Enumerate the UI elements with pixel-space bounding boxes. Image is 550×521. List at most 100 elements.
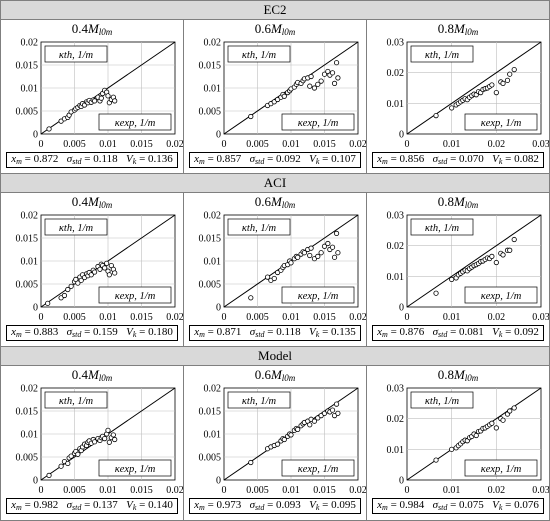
title-moment-subscript: l0m: [98, 373, 113, 383]
data-point: [102, 265, 108, 271]
y-tick-label: 0: [399, 303, 404, 314]
stat-std-value: = 0.159: [81, 325, 118, 338]
stat-cov-value: = 0.107: [319, 152, 356, 165]
y-label-box: [44, 391, 108, 409]
stat-cov-symbol: V: [309, 498, 316, 511]
y-tick-label: 0.01: [21, 430, 39, 441]
scatter-plot: 0 0.005 0.01 0.015 0.02 0 0.005 0.01 0.015 0.02 κt…: [199, 211, 367, 323]
stat-mean: xm = 0.982: [11, 497, 58, 516]
y-tick-label: 0.015: [16, 234, 39, 245]
data-point: [493, 259, 499, 266]
stat-std-subscript: std: [72, 329, 82, 339]
stat-std: σstd = 0.137: [67, 497, 118, 516]
y-tick-label: 0.02: [387, 68, 405, 79]
data-point: [248, 295, 254, 301]
stat-cov-subscript: k: [498, 502, 503, 512]
stat-std: σstd = 0.092: [250, 151, 301, 170]
y-tick-label: 0.01: [204, 257, 222, 268]
y-tick-label: 0.02: [204, 211, 222, 222]
data-point: [264, 274, 271, 280]
y-tick-label: 0.02: [21, 384, 39, 395]
stat-mean-symbol: x: [194, 152, 200, 165]
y-axis-label: κth, 1/m: [242, 223, 277, 234]
stat-mean-value: = 0.973: [204, 498, 242, 511]
data-point: [105, 93, 111, 99]
data-point: [511, 405, 517, 411]
x-tick-label: 0.015: [130, 139, 153, 150]
stat-std-symbol: σ: [249, 498, 255, 511]
data-point: [329, 244, 336, 250]
stat-cov-symbol: V: [492, 152, 499, 165]
x-tick-label: 0.01: [99, 312, 117, 323]
y-tick-label: 0.02: [21, 38, 39, 49]
data-point: [315, 81, 321, 87]
column-divider: [366, 193, 367, 347]
y-label-box: [44, 45, 108, 63]
stat-mean-symbol: x: [377, 152, 383, 165]
x-axis-label: κexp, 1/m: [298, 291, 339, 302]
x-tick-label: 0: [39, 312, 44, 323]
data-point: [507, 408, 513, 414]
data-point: [307, 83, 313, 89]
data-point: [271, 275, 277, 282]
title-moment-symbol: M: [453, 21, 465, 36]
stat-std-value: = 0.070: [447, 152, 484, 165]
y-axis-label: κth, 1/m: [59, 396, 94, 407]
x-tick-label: 0.03: [532, 485, 549, 496]
chart-title: 0.4Ml0m: [1, 193, 183, 211]
stat-std-value: = 0.137: [81, 498, 118, 511]
data-point: [61, 292, 68, 299]
x-tick-label: 0: [39, 139, 44, 150]
title-moment-subscript: l0m: [281, 200, 296, 210]
y-tick-label: 0: [33, 130, 38, 141]
x-tick-label: 0.005: [63, 139, 86, 150]
chart-title: 0.4Ml0m: [1, 20, 183, 38]
title-moment-symbol: M: [270, 367, 282, 382]
data-point: [112, 436, 118, 443]
stat-cov: Vk = 0.140: [126, 497, 173, 516]
y-axis-label: κth, 1/m: [242, 50, 277, 61]
x-tick-label: 0.02: [166, 139, 183, 150]
chart-title: 0.8Ml0m: [367, 366, 549, 384]
stat-mean-subscript: m: [199, 156, 205, 166]
x-tick-label: 0: [222, 312, 227, 323]
stat-std-value: = 0.118: [264, 325, 301, 338]
data-point: [511, 236, 517, 243]
stat-mean-value: = 0.856: [387, 152, 425, 165]
data-point: [45, 300, 51, 306]
stat-cov-value: = 0.140: [136, 498, 173, 511]
stat-cov-subscript: k: [315, 502, 320, 512]
stat-cov-value: = 0.092: [502, 325, 539, 338]
title-moment-symbol: M: [87, 194, 99, 209]
y-tick-label: 0.02: [387, 414, 405, 425]
x-tick-label: 0.01: [282, 139, 300, 150]
x-tick-label: 0: [222, 485, 227, 496]
title-moment-symbol: M: [87, 21, 99, 36]
stat-mean: xm = 0.883: [11, 324, 58, 343]
stat-mean-value: = 0.871: [204, 325, 242, 338]
stat-mean-subscript: m: [382, 329, 388, 339]
scatter-plot: 0 0.01 0.02 0.03 0 0.01 0.02 0.03 κth, 1/m κexp, …: [387, 211, 550, 323]
scatter-plot: 0 0.005 0.01 0.015 0.02 0 0.005 0.01 0.015 0.02 κt…: [199, 38, 367, 150]
title-moment-subscript: l0m: [281, 27, 296, 37]
y-axis-label: κth, 1/m: [425, 396, 460, 407]
stat-cov-subscript: k: [315, 329, 320, 339]
data-point: [308, 245, 314, 251]
x-tick-label: 0.01: [443, 485, 461, 496]
column-divider: [366, 20, 367, 174]
data-point: [58, 463, 64, 469]
data-point: [65, 286, 71, 293]
stat-mean-value: = 0.982: [21, 498, 59, 511]
x-tick-label: 0.02: [488, 485, 506, 496]
y-tick-label: 0.03: [387, 38, 405, 49]
stat-mean-symbol: x: [194, 325, 200, 338]
x-tick-label: 0.02: [488, 312, 506, 323]
x-label-box: [98, 459, 172, 477]
stat-cov: Vk = 0.135: [309, 324, 356, 343]
x-tick-label: 0.005: [246, 485, 269, 496]
title-load-factor: 0.8: [437, 21, 454, 36]
stats-box: xm = 0.973 σstd = 0.093 Vk = 0.095: [189, 498, 361, 514]
data-point: [321, 243, 328, 249]
data-point: [106, 272, 112, 278]
stats-box: xm = 0.871 σstd = 0.118 Vk = 0.135: [189, 325, 361, 341]
